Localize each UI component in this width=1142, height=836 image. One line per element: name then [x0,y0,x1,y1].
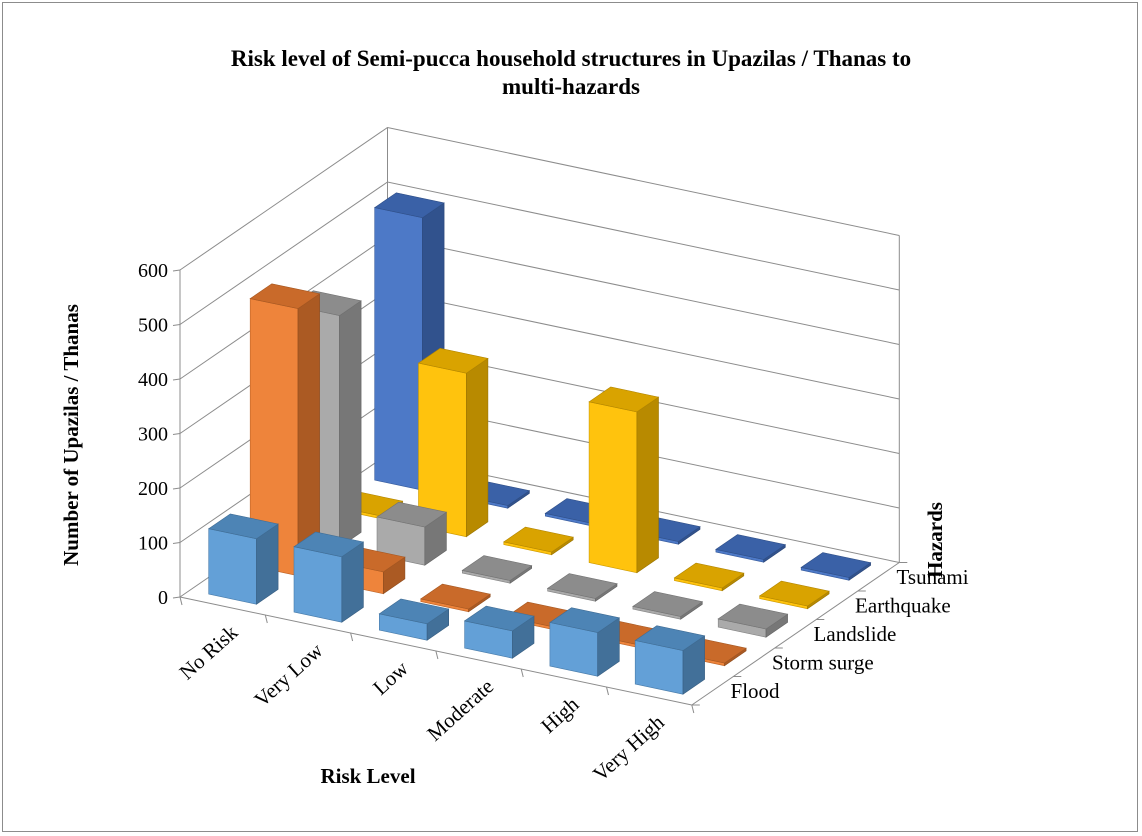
y-tick-100 [173,543,180,544]
category-label: Very High [588,710,669,786]
x-tick-4 [521,669,523,677]
bar-front [294,547,342,623]
bar-top [548,574,617,599]
y-tick-label-200: 200 [138,478,168,500]
y-tick-300 [173,434,180,435]
bar-side [466,358,488,536]
y-tick-500 [173,325,180,326]
bar-side [637,397,659,573]
bar [674,563,743,591]
x-axis-title: Risk Level [320,764,415,788]
series-label: Landslide [814,622,897,646]
bar [718,604,787,637]
bar [716,535,785,563]
series-label: Earthquake [855,593,951,617]
y-tick-label-600: 600 [138,260,168,282]
bar [633,592,702,620]
category-label: High [536,692,584,738]
y-tick-0 [173,597,180,598]
x-tick-1 [265,615,267,623]
z-axis-title: Hazards [923,502,947,578]
bar-front [209,529,257,605]
bar [801,553,870,581]
chart-title-line-1: Risk level of Semi-pucca household struc… [231,46,911,71]
category-label: Very Low [250,638,329,712]
bar-top [760,581,829,606]
category-label: No Risk [175,620,243,685]
bar-side [340,301,362,547]
bar-top [801,553,870,578]
bar-front [589,402,637,573]
x-tick-0 [180,597,182,605]
y-axis-title: Number of Upazilas / Thanas [59,304,83,566]
bar [294,532,363,622]
bar [465,606,534,658]
bar [548,574,617,602]
chart-title-line-2: multi-hazards [502,74,640,99]
bar [550,608,619,677]
x-tick-2 [351,633,353,641]
bars [209,193,871,694]
bar [209,514,278,604]
x-tick-5 [607,687,609,695]
gridline-600 [180,128,899,271]
category-label: Moderate [422,674,498,746]
x-tick-6 [692,705,694,713]
bar [462,556,531,584]
bar-top [674,563,743,588]
bar-top [504,527,573,552]
bar-front [375,208,423,491]
category-label: Low [368,656,413,700]
y-tick-200 [173,488,180,489]
series-label: Storm surge [772,650,874,674]
y-tick-400 [173,379,180,380]
y-tick-label-0: 0 [158,587,168,609]
y-tick-label-100: 100 [138,533,168,555]
chart-title: Risk level of Semi-pucca household struc… [231,46,911,99]
bar [760,581,829,609]
y-tick-label-500: 500 [138,315,168,337]
series-label: Flood [731,679,781,703]
x-tick-3 [436,651,438,659]
y-tick-label-300: 300 [138,424,168,446]
bar-top [716,535,785,560]
bar-top [633,592,702,617]
bar [635,626,704,695]
y-tick-600 [173,270,180,271]
y-tick-label-400: 400 [138,369,168,391]
bar [589,387,658,573]
bar [504,527,573,555]
bar-top [462,556,531,581]
